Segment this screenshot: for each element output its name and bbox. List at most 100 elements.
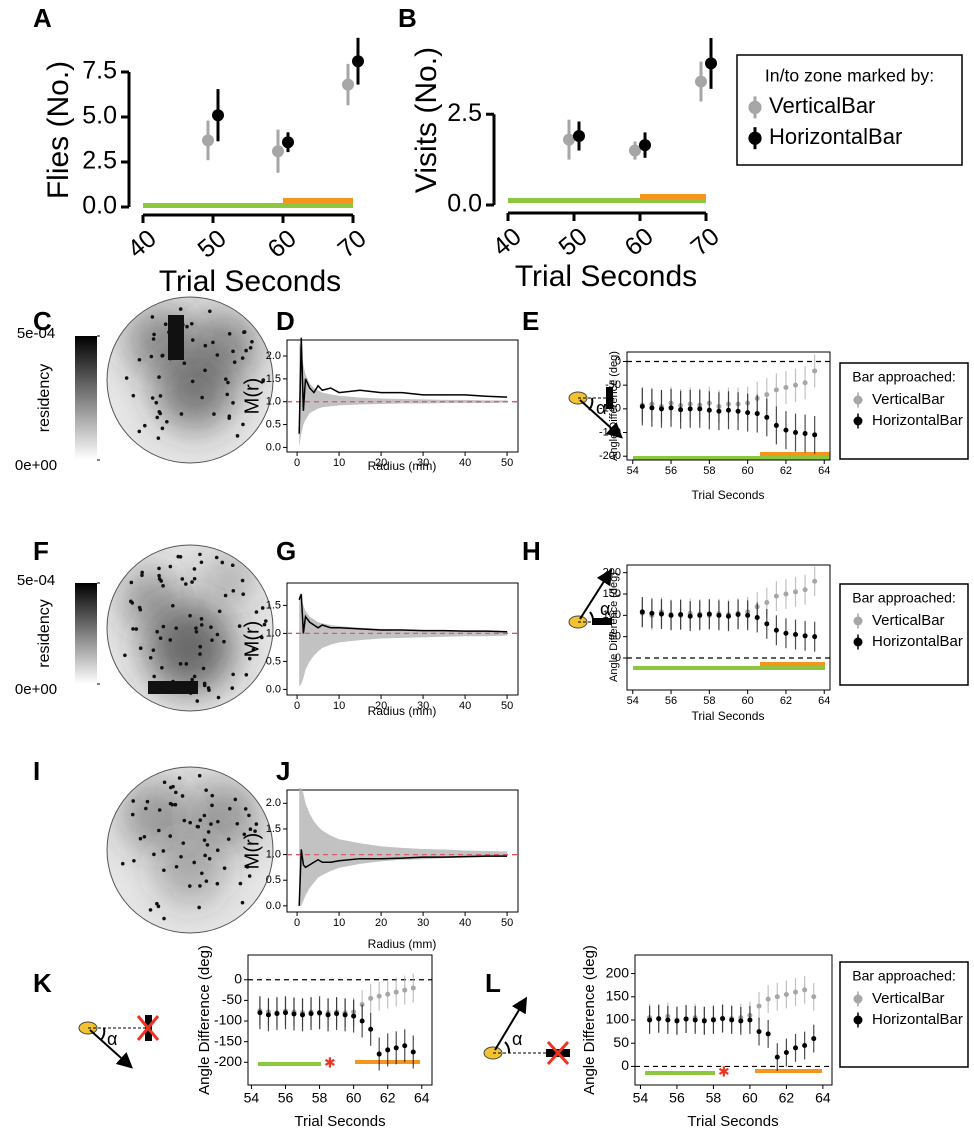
position-dot	[162, 916, 166, 921]
position-dot	[142, 835, 147, 839]
y-tick-label: 100	[606, 1011, 630, 1027]
point	[745, 410, 751, 416]
y-axis-label: Angle Difference (deg)	[196, 945, 213, 1095]
point	[774, 994, 780, 1000]
y-tick-label: -100	[214, 1012, 242, 1028]
point	[656, 1016, 662, 1022]
plot-frame	[626, 351, 831, 461]
panel-label: I	[33, 756, 40, 786]
position-dot	[242, 330, 247, 334]
position-dot	[173, 790, 178, 795]
x-tick-label: 62	[780, 695, 792, 707]
position-dot	[157, 375, 161, 379]
position-dot	[204, 879, 209, 883]
position-dot	[149, 354, 154, 359]
position-dot	[198, 818, 203, 822]
legend-marker	[853, 616, 863, 626]
y-tick-label: 1.0	[266, 396, 281, 408]
x-tick-label: 54	[633, 1090, 649, 1106]
position-dot	[216, 819, 220, 824]
position-dot	[161, 849, 166, 853]
chart: 0 50 100 150 200 54 56 58 60 62 64 Angle Difference…	[603, 564, 969, 723]
position-dot	[150, 315, 155, 319]
x-tick-label: 30	[417, 917, 429, 929]
y-tick-label: 0.5	[266, 874, 281, 886]
legend-label: VerticalBar	[872, 990, 945, 1007]
legend-label: VerticalBar	[769, 93, 875, 118]
x-tick-label: 64	[815, 1090, 831, 1106]
position-dot	[227, 332, 232, 336]
x-tick-label: 62	[779, 1090, 795, 1106]
legend-marker	[853, 637, 863, 647]
plot-frame	[626, 564, 831, 691]
y-tick-label: 0.5	[266, 418, 281, 430]
position-dot	[184, 582, 188, 586]
point	[783, 385, 789, 391]
position-dot	[160, 426, 165, 431]
y-tick-label: 150	[606, 987, 630, 1003]
x-axis-label: Trial Seconds	[294, 1113, 385, 1130]
position-dot	[194, 629, 199, 634]
panel-label: E	[522, 306, 539, 336]
position-dot	[151, 648, 156, 652]
y-tick-label: 5.0	[82, 102, 117, 130]
position-dot	[227, 806, 232, 811]
chart: 0 50 100 150 200 54 56 58 60 62 64 Angle Difference…	[581, 945, 969, 1130]
x-tick-label: 58	[703, 465, 715, 477]
position-dot	[130, 812, 135, 817]
panel-label: C	[33, 306, 52, 336]
point	[802, 987, 808, 993]
position-dot	[242, 832, 247, 837]
y-tick-label: -150	[214, 1032, 242, 1048]
position-dot	[201, 666, 206, 671]
point	[282, 1010, 288, 1016]
point	[683, 1016, 689, 1022]
legend-label: HorizontalBar	[769, 124, 902, 149]
svg-text:✱: ✱	[718, 1064, 730, 1080]
heat-blob	[145, 603, 235, 693]
point	[678, 611, 684, 617]
position-dot	[156, 904, 161, 909]
position-dot	[202, 813, 207, 818]
position-dot	[215, 353, 220, 357]
position-dot	[168, 638, 173, 642]
position-dot	[156, 436, 161, 440]
position-dot	[165, 419, 169, 424]
position-dot	[155, 629, 159, 634]
y-axis-label: Visits (No.)	[410, 47, 443, 193]
position-dot	[177, 776, 182, 780]
colorbar-tick-label: 5e-04	[17, 572, 55, 589]
x-tick-label: 50	[501, 917, 513, 929]
position-dot	[180, 577, 185, 581]
point	[793, 589, 799, 595]
position-dot	[138, 646, 143, 651]
y-tick-label: 2.0	[266, 797, 281, 809]
legend-label: HorizontalBar	[872, 412, 963, 429]
chart: 0.0 2.5 5.0 7.5 40 50 60 70 Flies (No.) Trial Sec…	[42, 37, 372, 298]
point	[257, 1010, 263, 1016]
position-dot	[199, 617, 204, 621]
point	[765, 996, 771, 1002]
point	[783, 591, 789, 597]
position-dot	[188, 613, 192, 618]
heat-blob	[120, 780, 190, 850]
x-axis-label: Trial Seconds	[692, 488, 765, 502]
position-dot	[231, 588, 236, 593]
point	[351, 1013, 357, 1019]
point	[317, 1010, 323, 1016]
position-dot	[189, 321, 194, 326]
point	[385, 1047, 391, 1053]
heat-blob	[155, 350, 235, 430]
chart: 0.0 0.5 1.0 1.5 2.0 0 10 20 30 40 50 M(r) Radius (mm…	[241, 787, 519, 951]
position-dot	[215, 848, 220, 853]
point	[639, 139, 651, 152]
point	[773, 627, 779, 633]
position-dot	[212, 412, 216, 416]
point	[325, 1012, 331, 1018]
position-dot	[202, 838, 207, 842]
point	[668, 612, 674, 618]
point	[658, 611, 664, 617]
x-tick-label: 54	[627, 465, 639, 477]
position-dot	[138, 836, 143, 841]
legend-marker	[748, 100, 762, 114]
